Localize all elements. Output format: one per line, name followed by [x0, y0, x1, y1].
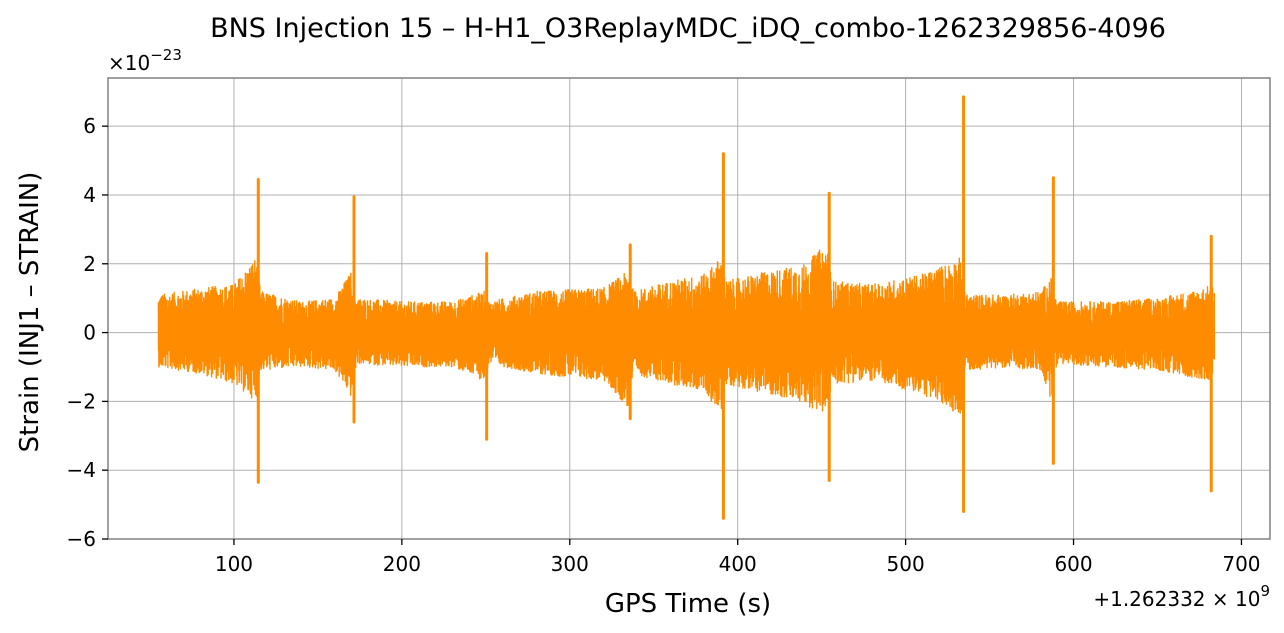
x-tick-label: 400 [719, 552, 757, 576]
y-scale-base: ×10 [108, 51, 150, 75]
x-axis-label: GPS Time (s) [605, 589, 771, 619]
y-tick-label: −6 [67, 527, 96, 551]
x-tick-label: 300 [551, 552, 589, 576]
x-offset-times: × 10 [1206, 587, 1261, 611]
chart-title: BNS Injection 15 – H-H1_O3ReplayMDC_iDQ_… [210, 13, 1166, 44]
y-tick-label: 2 [83, 252, 96, 276]
x-axis-offset: +1.262332 × 109 [1093, 582, 1270, 611]
y-tick-label: 4 [83, 183, 96, 207]
y-tick-label: −4 [67, 458, 96, 482]
x-tick-label: 600 [1054, 552, 1092, 576]
strain-trace [157, 249, 1216, 414]
x-offset-exponent: 9 [1260, 582, 1270, 600]
plot-frame [107, 77, 1271, 540]
x-tick-label: 200 [383, 552, 421, 576]
y-scale-exponent: −23 [150, 46, 182, 64]
x-tick-label: 500 [887, 552, 925, 576]
y-tick-label: −2 [67, 389, 96, 413]
y-axis-label: Strain (INJ1 – STRAIN) [15, 172, 45, 453]
series-layer [157, 95, 1216, 520]
y-axis-scale-factor: ×10−23 [108, 46, 182, 75]
tick-layer: 100 200 300 400 500 600 700 −6 −4 −2 0 2 4 6 [67, 114, 1261, 576]
x-tick-label: 100 [215, 552, 253, 576]
x-tick-label: 700 [1222, 552, 1260, 576]
y-tick-label: 0 [83, 321, 96, 345]
y-tick-label: 6 [83, 114, 96, 138]
x-offset-base: +1.262332 [1093, 587, 1205, 611]
